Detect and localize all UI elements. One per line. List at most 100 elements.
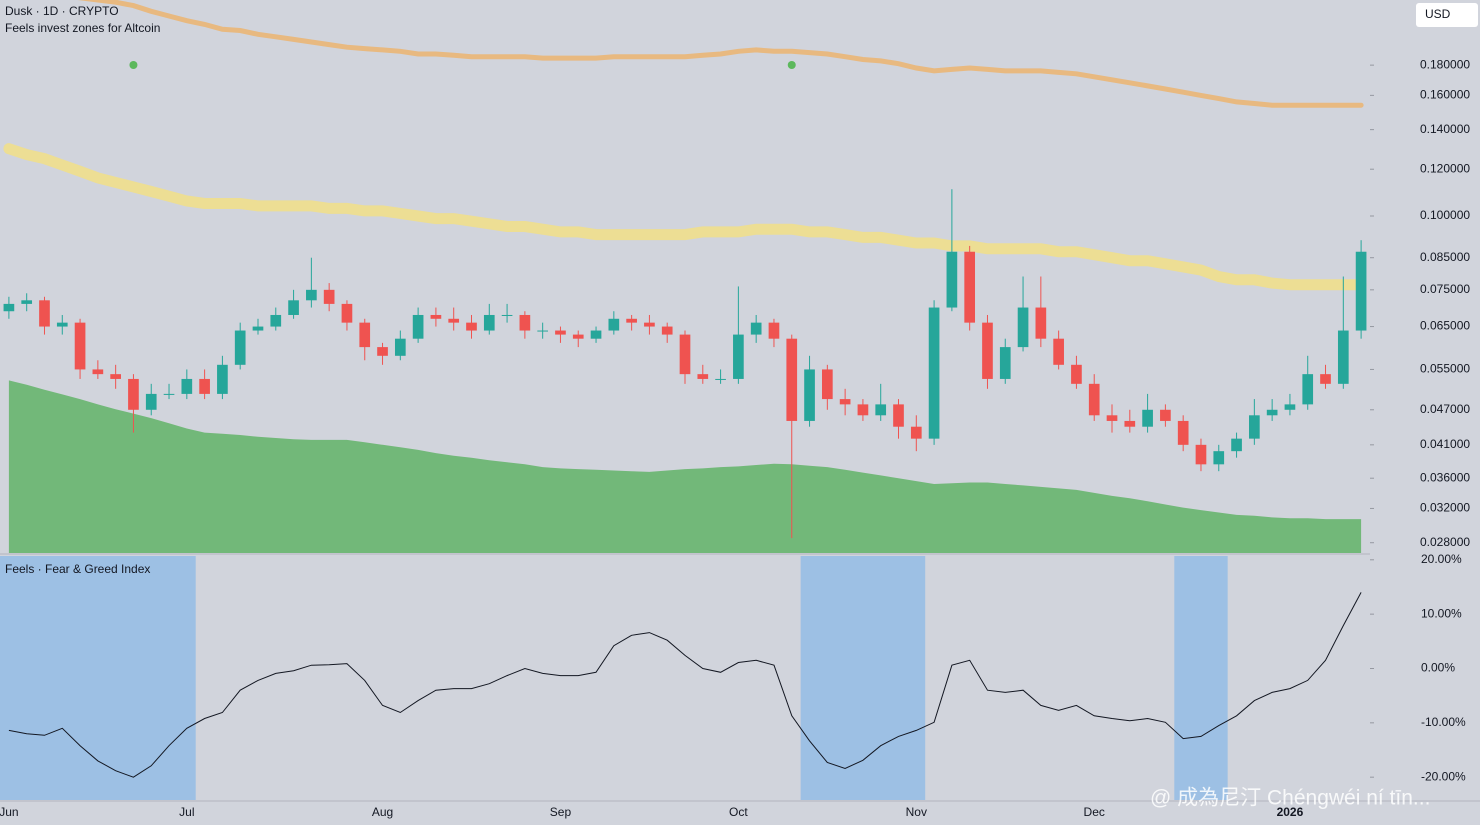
candle-body bbox=[1017, 307, 1029, 348]
y-tick-label: 0.047000 bbox=[1420, 402, 1470, 416]
y-tick-label: 0.00% bbox=[1421, 661, 1455, 675]
candle-body bbox=[910, 426, 922, 439]
candle-body bbox=[394, 338, 406, 356]
candle-body bbox=[1213, 451, 1225, 465]
candle-body bbox=[181, 378, 193, 394]
y-tick-label: 0.065000 bbox=[1420, 319, 1470, 333]
candle-body bbox=[359, 322, 371, 348]
candle-body bbox=[1142, 409, 1153, 427]
currency-label[interactable]: USD bbox=[1425, 7, 1451, 21]
indicator-title: Feels invest zones for Altcoin bbox=[5, 21, 160, 35]
x-tick-label: Jul bbox=[179, 805, 194, 819]
candle-body bbox=[56, 322, 68, 327]
candle-body bbox=[3, 303, 15, 312]
x-tick-label: 2026 bbox=[1277, 805, 1304, 819]
candle-body bbox=[804, 369, 815, 421]
candle-body bbox=[288, 300, 299, 315]
fear-greed-title: Feels · Fear & Greed Index bbox=[5, 562, 150, 576]
price-pane bbox=[3, 0, 1367, 553]
candle-body bbox=[857, 404, 869, 416]
y-tick-label: -20.00% bbox=[1421, 769, 1466, 783]
y-tick-label: 0.180000 bbox=[1420, 57, 1470, 71]
y-tick-label: 0.140000 bbox=[1420, 122, 1470, 136]
candle-body bbox=[306, 289, 317, 301]
candle-body bbox=[786, 338, 798, 421]
y-tick-label: 0.075000 bbox=[1420, 282, 1470, 296]
candle-body bbox=[875, 404, 887, 416]
candle-body bbox=[377, 347, 388, 356]
y-tick-label: -10.00% bbox=[1421, 715, 1466, 729]
candle-body bbox=[590, 330, 602, 339]
candle-body bbox=[519, 314, 531, 331]
watermark: @ 成為尼汀 Chéngwéi ní tīn... bbox=[1150, 787, 1430, 810]
candle-body bbox=[1249, 415, 1260, 439]
x-tick-label: Aug bbox=[372, 805, 393, 819]
candle-body bbox=[661, 326, 673, 335]
candle-body bbox=[750, 322, 762, 335]
x-tick-label: Sep bbox=[550, 805, 572, 819]
candle-body bbox=[1320, 374, 1331, 384]
candle-body bbox=[217, 364, 228, 394]
candle-body bbox=[608, 318, 620, 331]
candle-body bbox=[270, 314, 282, 327]
signal-dot bbox=[129, 61, 138, 69]
candle-body bbox=[1053, 338, 1064, 365]
candle-body bbox=[163, 393, 175, 395]
candle-body bbox=[697, 374, 709, 379]
candle-body bbox=[946, 251, 958, 308]
candle-body bbox=[252, 326, 264, 331]
candle-body bbox=[1035, 307, 1047, 339]
symbol-title: Dusk · 1D · CRYPTO bbox=[5, 4, 119, 18]
candle-body bbox=[1177, 420, 1189, 445]
candle-body bbox=[839, 399, 851, 405]
y-tick-label: 0.036000 bbox=[1420, 470, 1470, 484]
fear-zone bbox=[0, 556, 196, 800]
candle-body bbox=[715, 378, 726, 380]
candle-body bbox=[555, 330, 566, 335]
x-tick-label: Jun bbox=[0, 805, 19, 819]
support-area bbox=[8, 380, 1362, 553]
candle-body bbox=[1106, 415, 1118, 421]
candle-body bbox=[768, 322, 780, 339]
y-tick-label: 10.00% bbox=[1421, 606, 1462, 620]
x-tick-label: Nov bbox=[906, 805, 927, 819]
x-tick-label: Dec bbox=[1084, 805, 1105, 819]
fear-zone bbox=[800, 556, 926, 800]
candle-body bbox=[128, 378, 139, 410]
signal-dot bbox=[787, 61, 796, 69]
indicator-pane bbox=[0, 556, 1362, 800]
candle-body bbox=[74, 322, 86, 370]
candle-body bbox=[1071, 364, 1082, 384]
candle-body bbox=[1266, 409, 1278, 416]
x-tick-label: Oct bbox=[729, 805, 748, 819]
candle-body bbox=[448, 318, 460, 323]
candle-body bbox=[537, 330, 548, 332]
candle-body bbox=[1088, 383, 1100, 416]
y-tick-label: 0.028000 bbox=[1420, 535, 1470, 549]
y-tick-label: 0.100000 bbox=[1420, 208, 1470, 222]
candle-body bbox=[110, 374, 121, 379]
candle-body bbox=[572, 334, 584, 339]
y-tick-label: 0.041000 bbox=[1420, 437, 1470, 451]
candle-body bbox=[964, 251, 976, 323]
y-tick-label: 20.00% bbox=[1421, 552, 1462, 566]
zone-line bbox=[77, 0, 1364, 108]
candle-body bbox=[430, 314, 442, 319]
currency-button[interactable] bbox=[1416, 3, 1478, 27]
candle-body bbox=[999, 347, 1011, 379]
price-scale bbox=[1370, 0, 1480, 825]
fear-greed-line bbox=[8, 592, 1362, 778]
candle-body bbox=[1195, 444, 1207, 465]
candle-body bbox=[644, 322, 655, 327]
candle-body bbox=[39, 300, 50, 327]
candle-body bbox=[822, 369, 833, 400]
candle-body bbox=[1337, 330, 1349, 384]
candle-body bbox=[1231, 438, 1242, 452]
zone-line bbox=[3, 143, 1367, 291]
candle-body bbox=[679, 334, 691, 375]
candle-body bbox=[928, 307, 940, 439]
candle-body bbox=[1302, 374, 1314, 405]
